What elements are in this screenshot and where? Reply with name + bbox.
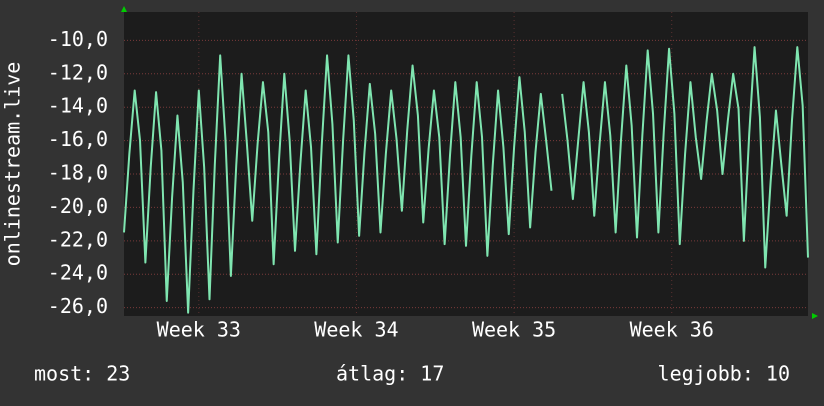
y-tick-label: -16,0: [48, 127, 108, 151]
footer-stat: legjobb: 10: [658, 362, 790, 386]
y-tick-label: -24,0: [48, 261, 108, 285]
x-tick-label: Week 36: [630, 318, 714, 342]
y-tick-label: -10,0: [48, 27, 108, 51]
y-tick-label: -26,0: [48, 294, 108, 318]
x-tick-label: Week 35: [472, 318, 556, 342]
x-tick-label: Week 33: [157, 318, 241, 342]
y-tick-label: -12,0: [48, 60, 108, 84]
y-tick-label: -14,0: [48, 94, 108, 118]
x-tick-label: Week 34: [314, 318, 398, 342]
y-tick-label: -18,0: [48, 161, 108, 185]
y-tick-label: -22,0: [48, 227, 108, 251]
plot-area: [124, 12, 808, 316]
footer-stat: most: 23: [34, 362, 130, 386]
footer-stat: átlag: 17: [336, 362, 444, 386]
axis-arrow: [121, 6, 127, 12]
data-line: [123, 46, 809, 314]
axis-arrow: [812, 313, 818, 319]
y-axis-label: onlinestream.live: [1, 62, 25, 267]
y-tick-label: -20,0: [48, 194, 108, 218]
